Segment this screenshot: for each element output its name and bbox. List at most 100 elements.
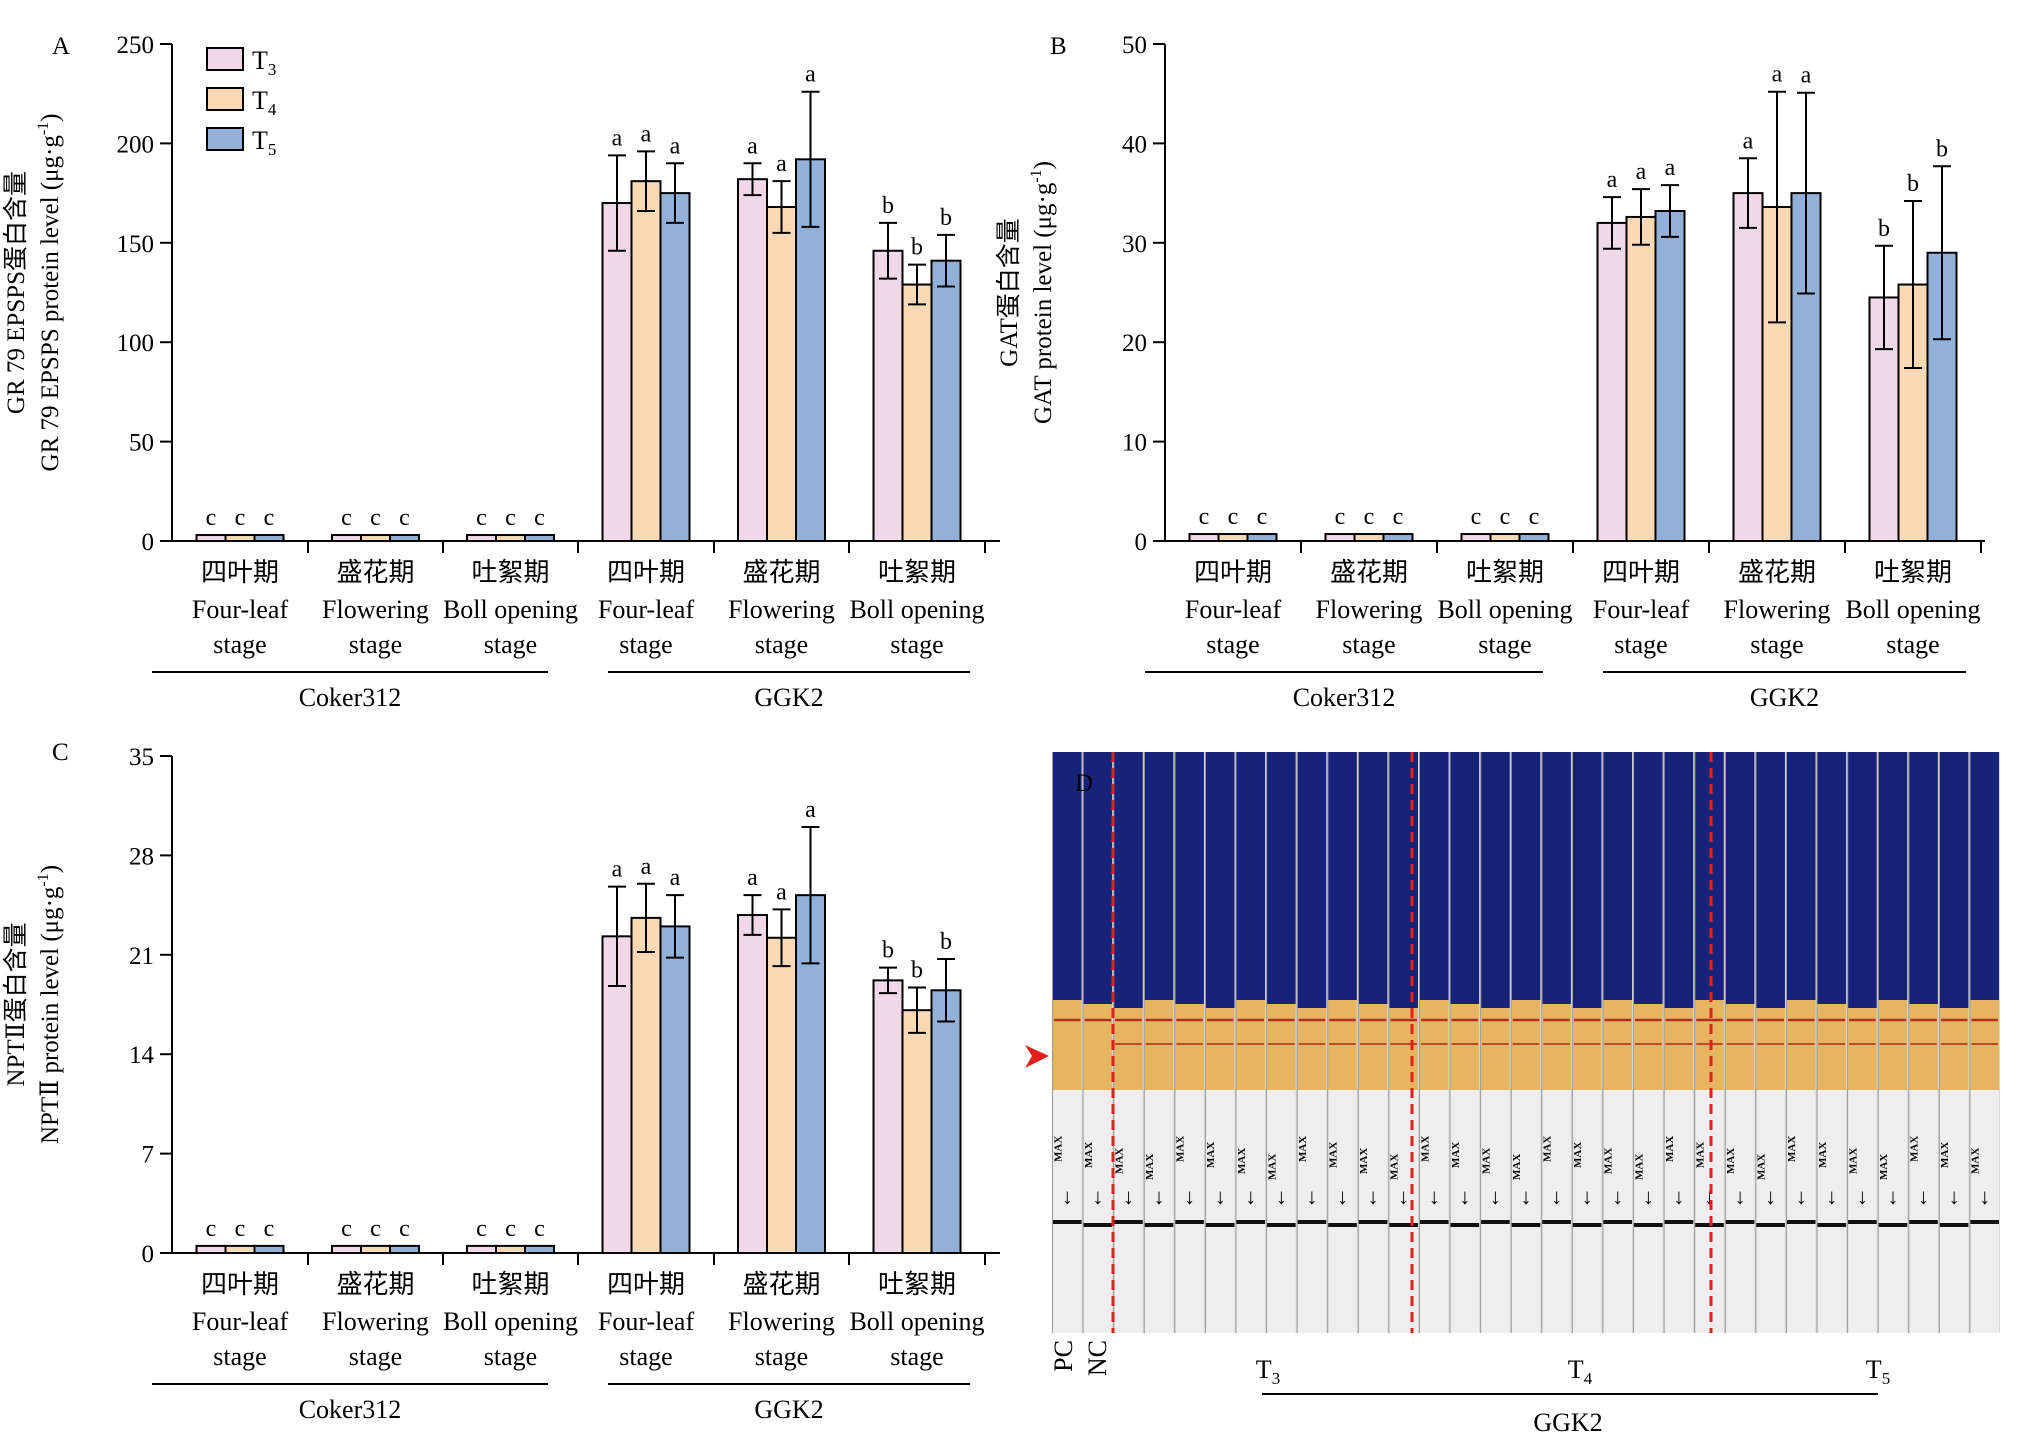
strip-max-label: MAX xyxy=(1052,1136,1064,1162)
x-tick-label-stage: stage xyxy=(349,1342,402,1371)
y-tick-label: 7 xyxy=(142,1142,155,1169)
x-tick-label-cn: 盛花期 xyxy=(1738,558,1816,587)
test-strip: MAX ↓ xyxy=(1327,752,1357,1333)
test-strip: MAX ↓ xyxy=(1266,752,1296,1333)
strip-white-section xyxy=(1144,1090,1174,1333)
strip-max-label: MAX xyxy=(1297,1136,1309,1162)
bar xyxy=(1217,533,1249,542)
error-bar xyxy=(772,180,791,234)
significance-letter: a xyxy=(805,797,816,823)
y-axis-title-cn: GR 79 EPSPS蛋白含量 xyxy=(2,171,30,414)
legend-swatch xyxy=(206,47,244,71)
strip-white-section xyxy=(1664,1090,1694,1333)
strip-blue-section xyxy=(1236,752,1266,1000)
significance-letter: c xyxy=(264,1216,275,1242)
y-tick-label: 200 xyxy=(117,131,155,158)
strip-max-label: MAX xyxy=(1817,1142,1829,1168)
legend-label: T3 xyxy=(252,46,276,79)
group-label-ggk2-d: GGK2 xyxy=(1533,1408,1602,1437)
x-tick-label-en: Four-leaf xyxy=(598,1307,695,1336)
error-bar xyxy=(801,90,820,228)
strip-white-section xyxy=(1695,1090,1724,1333)
error-bar xyxy=(1875,244,1893,351)
x-tick-label-cn: 吐絮期 xyxy=(878,558,956,587)
sample-label-sub: 5 xyxy=(1882,1369,1891,1388)
bar xyxy=(795,894,826,1254)
strip-white-section xyxy=(1419,1090,1449,1333)
strip-max-label: MAX xyxy=(1144,1154,1156,1180)
x-tick-label-stage: stage xyxy=(1342,630,1395,659)
strip-white-section xyxy=(1970,1090,1999,1333)
significance-letter: b xyxy=(911,957,923,983)
bar xyxy=(872,249,904,542)
group-label-coker312: Coker312 xyxy=(1293,683,1396,712)
strip-white-section xyxy=(1786,1090,1816,1333)
significance-letter: c xyxy=(1257,504,1268,530)
y-tick-label: 14 xyxy=(129,1042,155,1069)
x-tick-label-en: Four-leaf xyxy=(1593,595,1690,624)
y-axis-title-en: NPTⅡ protein level (μg·g-1) xyxy=(35,865,64,1144)
strip-white-section xyxy=(1205,1090,1235,1333)
significance-letter: c xyxy=(1199,504,1210,530)
strip-white-section xyxy=(1053,1090,1082,1333)
error-bar xyxy=(1933,165,1951,341)
strip-arrow-icon: ↓ xyxy=(1735,1184,1746,1209)
y-tick-label: 28 xyxy=(129,843,154,870)
error-bar xyxy=(637,882,655,953)
strip-blue-section xyxy=(1358,752,1388,1004)
strip-sample-pad xyxy=(1634,1004,1663,1090)
significance-letter: c xyxy=(399,1216,410,1242)
legend-swatch xyxy=(206,127,244,151)
significance-letter: c xyxy=(399,505,410,531)
test-strip: MAX ↓ xyxy=(1082,752,1113,1333)
x-tick-label-cn: 四叶期 xyxy=(1194,558,1272,587)
strip-max-label: MAX xyxy=(1542,1136,1554,1162)
strip-sample-pad xyxy=(1542,1004,1571,1090)
strip-arrow-icon: ↓ xyxy=(1368,1184,1379,1209)
strip-arrow-icon: ↓ xyxy=(1337,1184,1348,1209)
significance-letter: c xyxy=(206,1216,217,1242)
significance-letter: a xyxy=(1743,128,1754,154)
y-axis-title-en-sup: -1 xyxy=(1028,169,1045,182)
strip-max-label: MAX xyxy=(1878,1154,1890,1180)
test-strip: MAX ↓ xyxy=(1969,752,1999,1333)
significance-letter: b xyxy=(940,929,952,955)
x-tick-label-stage: stage xyxy=(484,630,537,659)
strip-blue-section xyxy=(1511,752,1541,1000)
bar xyxy=(1188,533,1220,542)
strip-sample-pad xyxy=(1267,1004,1296,1090)
test-strip: MAX ↓ xyxy=(1052,752,1082,1333)
significance-letter: a xyxy=(1665,155,1676,181)
strip-max-label: MAX xyxy=(1664,1136,1676,1162)
x-tick-label-cn: 盛花期 xyxy=(742,558,820,587)
y-tick-label: 50 xyxy=(1122,32,1147,59)
bar xyxy=(766,936,797,1254)
strip-blue-section xyxy=(1481,752,1510,1008)
bar xyxy=(1596,221,1628,542)
bar xyxy=(1460,533,1492,542)
bar xyxy=(1489,533,1521,542)
strip-arrow-icon: ↓ xyxy=(1459,1184,1470,1209)
significance-letter: c xyxy=(341,505,352,531)
test-strip: MAX ↓ xyxy=(1143,752,1174,1333)
strip-white-section xyxy=(1939,1090,1969,1333)
strip-sample-pad xyxy=(1297,1008,1327,1090)
legend-label-sub: 5 xyxy=(268,140,277,159)
error-bar xyxy=(801,826,820,965)
x-tick-label-stage: stage xyxy=(890,630,943,659)
strip-sample-pad xyxy=(1572,1008,1602,1090)
band-pointer-arrow-icon xyxy=(1025,1045,1049,1068)
test-strip: MAX ↓ xyxy=(1633,752,1663,1333)
x-tick-label-cn: 吐絮期 xyxy=(471,1270,549,1299)
significance-letter: c xyxy=(534,505,545,531)
strip-sample-pad xyxy=(1909,1004,1938,1090)
x-tick-label-cn: 吐絮期 xyxy=(471,558,549,587)
significance-letter: c xyxy=(1393,504,1404,530)
error-bar xyxy=(937,233,955,288)
legend-swatch xyxy=(206,87,244,111)
bar xyxy=(601,202,633,542)
x-tick-label-stage: stage xyxy=(755,1342,808,1371)
strip-white-section xyxy=(1725,1090,1755,1333)
x-tick-label-cn: 吐絮期 xyxy=(1466,558,1544,587)
strip-max-label: MAX xyxy=(1236,1148,1248,1174)
